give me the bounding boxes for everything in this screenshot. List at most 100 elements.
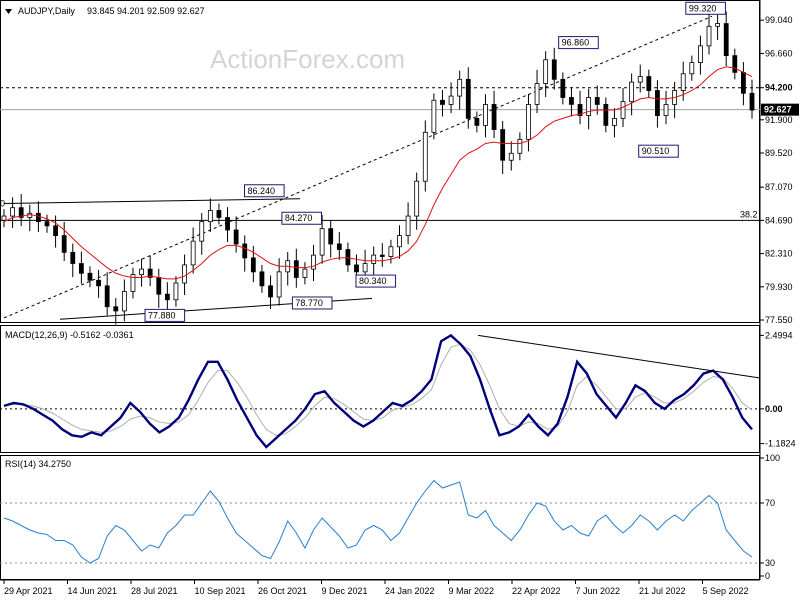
candle-body xyxy=(500,129,506,161)
rsi-plot xyxy=(0,479,760,564)
candle-body xyxy=(706,25,712,47)
candle-body xyxy=(620,101,626,119)
candle-body xyxy=(569,97,574,105)
price-annotation-box xyxy=(144,308,186,322)
candle-body xyxy=(663,104,669,117)
price-annotation-box xyxy=(244,184,285,198)
resistance-price-label: 94.200 xyxy=(765,83,793,93)
candle-body xyxy=(448,95,454,105)
candle-body xyxy=(405,215,411,236)
x-tick-label: 7 Jun 2022 xyxy=(576,586,621,596)
candle-body xyxy=(612,118,617,126)
candle-body xyxy=(431,99,437,133)
price-tick-label: 87.070 xyxy=(765,182,793,192)
dropdown-triangle-icon xyxy=(5,9,12,14)
candle-body xyxy=(388,246,394,257)
candle-body xyxy=(250,257,256,273)
candle-body xyxy=(508,152,514,161)
candle-body xyxy=(319,228,325,256)
price-tick-label: 77.550 xyxy=(765,315,793,325)
candle-body xyxy=(173,282,179,301)
macd-line xyxy=(3,333,753,449)
price-tick-label: 82.310 xyxy=(765,249,793,259)
candle-body xyxy=(689,62,695,75)
price-annotation-box xyxy=(685,1,726,15)
candle-body xyxy=(698,45,703,63)
candle-body xyxy=(293,260,299,278)
candle-body xyxy=(61,235,67,253)
candle-body xyxy=(646,76,652,91)
candle-body xyxy=(70,251,76,264)
x-tick-label: 28 Jul 2021 xyxy=(131,586,178,596)
candle-body xyxy=(216,210,222,218)
candle-body xyxy=(233,229,239,245)
candle-body xyxy=(422,131,428,182)
rsi-tick-label: 30 xyxy=(765,558,775,568)
price-annotation-box xyxy=(291,296,333,310)
candle-body xyxy=(87,272,93,281)
x-tick-label: 22 Apr 2022 xyxy=(512,586,561,596)
rsi-line xyxy=(3,479,753,564)
price-tick-label: 99.040 xyxy=(765,15,793,25)
candle-body xyxy=(164,293,170,301)
candle-body xyxy=(207,210,213,223)
candle-body xyxy=(311,254,316,270)
price-tick-label: 91.900 xyxy=(765,115,793,125)
x-tick-label: 14 Jun 2021 xyxy=(68,586,118,596)
price-tick-label: 79.930 xyxy=(765,282,793,292)
candle-body xyxy=(474,118,480,126)
candle-body xyxy=(242,243,248,259)
candle-body xyxy=(96,279,101,287)
candle-body xyxy=(629,81,635,103)
moving-average-line xyxy=(3,66,753,280)
candle-body xyxy=(414,180,420,217)
candle-body xyxy=(397,235,402,248)
rsi-panel xyxy=(0,455,760,580)
candle-body xyxy=(741,71,746,94)
price-annotation-label: 99.320 xyxy=(689,3,717,13)
candle-body xyxy=(603,104,609,126)
x-tick-label: 9 Dec 2021 xyxy=(322,586,368,596)
macd-plot xyxy=(0,333,761,449)
candle-body xyxy=(371,254,377,264)
candle-body xyxy=(680,73,686,91)
candle-body xyxy=(328,228,334,245)
candle-body xyxy=(10,207,15,217)
price-annotation-box xyxy=(281,211,323,225)
candle-body xyxy=(182,264,187,284)
rising-trend-line xyxy=(3,15,713,319)
candle-body xyxy=(44,221,50,227)
candle-body xyxy=(147,268,153,278)
candle-body xyxy=(259,271,265,287)
fibonacci-label: 38.2 xyxy=(740,209,758,219)
candle-body xyxy=(483,104,488,126)
candle-body xyxy=(379,254,385,257)
price-annotation-box xyxy=(355,274,397,288)
candle-body xyxy=(354,264,359,273)
price-annotation-label: 78.770 xyxy=(295,298,323,308)
x-tick-label: 21 Jul 2022 xyxy=(639,586,686,596)
upper-channel-line xyxy=(3,198,301,205)
price-annotation-box xyxy=(558,36,599,50)
candle-body xyxy=(345,249,351,266)
candle-body xyxy=(440,99,445,105)
candle-body xyxy=(586,97,592,117)
price-annotation-label: 77.880 xyxy=(148,310,176,320)
candle-body xyxy=(637,76,643,83)
candle-body xyxy=(457,78,463,97)
price-tick-label: 84.690 xyxy=(765,215,793,225)
current-price-box xyxy=(761,103,799,116)
candle-body xyxy=(560,78,566,98)
watermark: ActionForex.com xyxy=(210,44,405,74)
macd-title: MACD(12,26,9) -0.5162 -0.0361 xyxy=(5,330,134,340)
candle-body xyxy=(225,217,230,231)
candle-body xyxy=(113,306,119,312)
candle-body xyxy=(517,138,523,154)
candle-body xyxy=(655,90,660,117)
candle-body xyxy=(53,225,58,236)
candle-body xyxy=(190,240,196,266)
price-annotation-label: 80.340 xyxy=(359,276,387,286)
x-tick-label: 9 Mar 2022 xyxy=(449,586,495,596)
x-tick-label: 26 Oct 2021 xyxy=(258,586,307,596)
candle-body xyxy=(465,78,471,119)
